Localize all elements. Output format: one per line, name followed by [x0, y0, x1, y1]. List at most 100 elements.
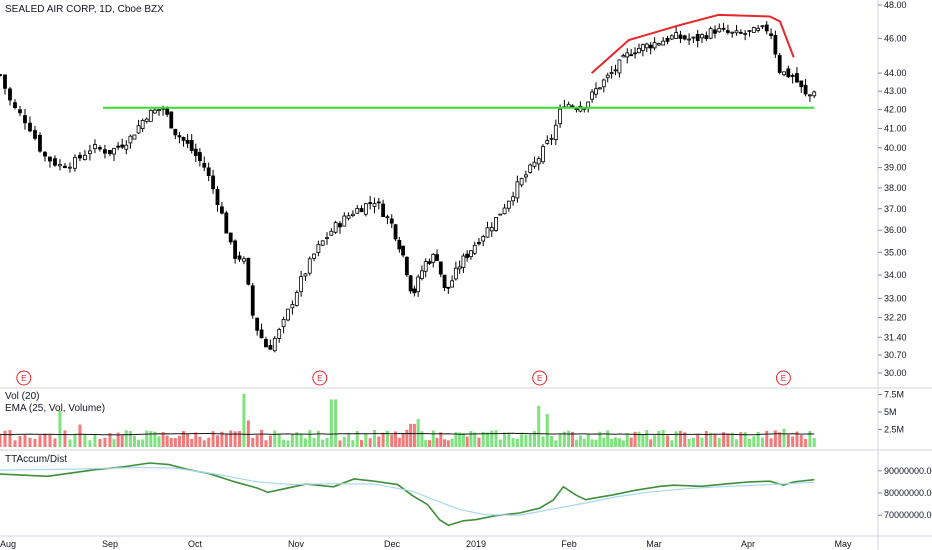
candle[interactable] — [644, 43, 649, 49]
candle[interactable] — [153, 109, 157, 114]
candle[interactable] — [532, 161, 537, 167]
candle[interactable] — [255, 317, 260, 331]
candle[interactable] — [764, 24, 769, 32]
candle[interactable] — [108, 149, 112, 155]
candle[interactable] — [431, 253, 436, 263]
candle[interactable] — [609, 72, 614, 75]
candle[interactable] — [665, 37, 670, 42]
candle[interactable] — [185, 139, 190, 144]
candle[interactable] — [799, 80, 804, 88]
candle[interactable] — [558, 108, 562, 125]
candle[interactable] — [477, 241, 481, 245]
candle[interactable] — [401, 245, 405, 256]
candle[interactable] — [264, 339, 268, 348]
candle[interactable] — [498, 213, 503, 216]
candle[interactable] — [435, 254, 439, 261]
candle[interactable] — [515, 181, 520, 199]
candle[interactable] — [393, 224, 398, 240]
candle[interactable] — [202, 162, 207, 168]
candle[interactable] — [743, 33, 748, 35]
candle[interactable] — [629, 54, 634, 57]
candle[interactable] — [782, 71, 786, 76]
candle[interactable] — [730, 31, 735, 34]
candle[interactable] — [545, 140, 550, 144]
candle[interactable] — [272, 337, 277, 352]
candle[interactable] — [704, 35, 709, 40]
candle[interactable] — [536, 158, 541, 165]
candle[interactable] — [708, 28, 713, 39]
candle[interactable] — [553, 124, 558, 140]
candle[interactable] — [103, 149, 107, 154]
candle[interactable] — [376, 201, 381, 204]
candle[interactable] — [206, 167, 211, 177]
candle[interactable] — [290, 304, 295, 309]
candle[interactable] — [58, 164, 62, 167]
candle[interactable] — [756, 27, 761, 31]
candle[interactable] — [594, 88, 598, 95]
candle[interactable] — [397, 240, 402, 250]
candle[interactable] — [652, 42, 657, 49]
candle[interactable] — [605, 74, 610, 79]
candle[interactable] — [481, 236, 486, 242]
candle[interactable] — [73, 156, 77, 169]
candle[interactable] — [307, 258, 312, 274]
candle[interactable] — [268, 345, 273, 350]
candle[interactable] — [695, 33, 700, 41]
candle[interactable] — [511, 196, 516, 202]
candle[interactable] — [53, 158, 57, 166]
candle[interactable] — [38, 134, 42, 152]
candle[interactable] — [88, 150, 92, 155]
candle[interactable] — [189, 140, 194, 151]
candle[interactable] — [726, 30, 730, 33]
candle[interactable] — [601, 79, 606, 88]
candle[interactable] — [98, 147, 102, 150]
candle[interactable] — [404, 256, 409, 276]
candle[interactable] — [144, 118, 149, 122]
candle[interactable] — [381, 203, 386, 217]
candle[interactable] — [617, 59, 622, 74]
candle[interactable] — [549, 137, 554, 140]
candle[interactable] — [215, 189, 220, 206]
candle[interactable] — [63, 165, 67, 168]
candle[interactable] — [625, 52, 630, 58]
candle[interactable] — [228, 232, 233, 243]
candle[interactable] — [446, 286, 451, 289]
candle[interactable] — [294, 292, 299, 306]
candle[interactable] — [656, 43, 661, 46]
candle[interactable] — [93, 144, 97, 150]
candle[interactable] — [124, 144, 129, 150]
candle[interactable] — [325, 237, 329, 239]
candle[interactable] — [717, 27, 722, 33]
candle[interactable] — [648, 44, 653, 49]
candle[interactable] — [48, 156, 52, 162]
earnings-marker[interactable]: E — [312, 370, 328, 386]
candle[interactable] — [590, 91, 594, 100]
candle[interactable] — [197, 152, 202, 162]
candle[interactable] — [250, 285, 255, 316]
candle[interactable] — [502, 207, 507, 215]
volume-pane[interactable] — [0, 393, 816, 447]
candle[interactable] — [682, 35, 687, 40]
candle[interactable] — [494, 217, 498, 231]
candle[interactable] — [0, 74, 2, 76]
candle[interactable] — [678, 34, 683, 39]
candle[interactable] — [385, 216, 390, 219]
candle[interactable] — [78, 154, 82, 159]
candle[interactable] — [669, 35, 674, 40]
candle[interactable] — [359, 208, 364, 213]
candle[interactable] — [120, 144, 125, 148]
candle[interactable] — [465, 253, 470, 258]
candle[interactable] — [23, 115, 27, 124]
candle[interactable] — [734, 30, 739, 34]
candle[interactable] — [442, 274, 447, 288]
candle[interactable] — [713, 29, 717, 34]
candle[interactable] — [691, 36, 696, 39]
candle[interactable] — [68, 166, 72, 169]
candle[interactable] — [760, 25, 765, 28]
candle[interactable] — [157, 109, 161, 111]
candle[interactable] — [674, 32, 679, 39]
candle[interactable] — [721, 27, 726, 30]
candle[interactable] — [355, 208, 360, 214]
candle[interactable] — [372, 203, 377, 207]
candle[interactable] — [368, 202, 373, 205]
